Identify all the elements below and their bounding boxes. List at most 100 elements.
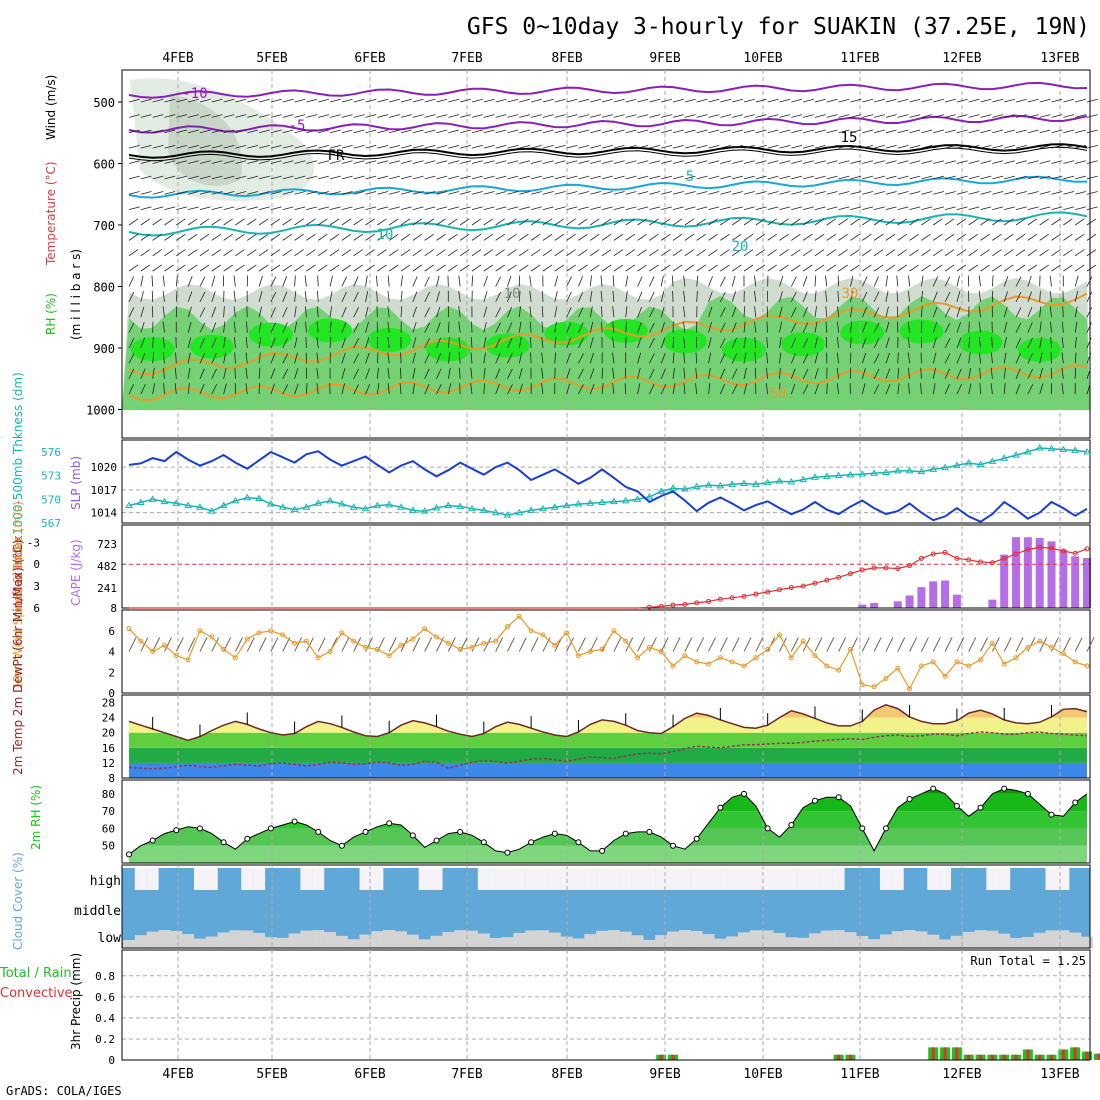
wind-barb — [672, 129, 684, 134]
wind-barb — [932, 291, 938, 303]
wind-barb — [791, 264, 801, 272]
wind-barb — [696, 145, 708, 149]
wind-barb — [1015, 276, 1022, 287]
wind-barb — [696, 275, 699, 287]
lifted-index-point — [942, 550, 948, 556]
wind-barb — [578, 337, 584, 349]
wind-barb — [779, 321, 783, 333]
wind-barb — [424, 160, 436, 164]
wind-barb — [187, 276, 193, 287]
wind-barb — [921, 290, 923, 302]
wind-barb — [803, 175, 814, 180]
wind-barb — [531, 160, 542, 164]
wind-barb — [660, 218, 671, 226]
wind-barb — [907, 290, 910, 302]
cloud-low-bar — [702, 934, 715, 948]
wind-barb — [1015, 368, 1021, 379]
wind-barb — [531, 206, 542, 211]
wind-barb — [162, 337, 165, 349]
wind-barb — [637, 233, 647, 241]
thickness-point — [136, 498, 145, 505]
wind-barb — [862, 191, 874, 195]
wind-speed-point — [398, 642, 404, 648]
wind-barb — [412, 383, 416, 395]
wind-barb — [779, 160, 791, 164]
wind-barb — [436, 353, 442, 364]
surface-wind-barb — [388, 637, 397, 652]
wind-barb — [720, 322, 726, 333]
wind-barb — [304, 275, 307, 287]
wind-barb — [968, 98, 980, 103]
wind-barb — [1015, 160, 1027, 164]
cloud-high-gap — [253, 868, 266, 890]
surface-wind-barb — [128, 637, 137, 652]
wind-barb — [695, 352, 698, 364]
wind-barb — [909, 145, 921, 149]
wind-barb — [909, 129, 921, 134]
wind-barb — [471, 114, 483, 118]
wind-barb — [649, 233, 659, 241]
wind-barb — [601, 367, 604, 379]
wind-barb — [885, 98, 897, 103]
wind-barb — [826, 264, 837, 272]
wind-barb — [270, 264, 281, 272]
wind-barb — [1004, 160, 1015, 164]
wind-barb — [731, 275, 736, 287]
wind-barb — [187, 233, 198, 241]
thickness-point — [562, 501, 571, 509]
wind-barb — [968, 218, 979, 226]
wind-barb — [826, 145, 838, 149]
wind-barb — [436, 114, 448, 118]
contour-label: -5 — [289, 118, 306, 134]
wind-barb — [613, 233, 624, 241]
wind-barb — [282, 307, 288, 318]
wind-barb — [306, 114, 318, 118]
wind-barb — [176, 175, 188, 180]
wind-barb — [519, 114, 531, 118]
wind-speed-point — [1072, 659, 1078, 665]
thickness-point — [503, 511, 512, 518]
wind-barb — [519, 233, 529, 241]
precip-convective-bar — [967, 1054, 971, 1060]
wind-barb — [1051, 175, 1063, 180]
wind-barb — [956, 249, 967, 257]
humidity-point — [741, 790, 748, 797]
ylabel-temp: Temperature (°C) — [44, 161, 58, 266]
wind-barb — [802, 307, 808, 318]
wind-barb — [566, 98, 578, 103]
wind-barb — [1015, 307, 1022, 318]
wind-barb — [814, 249, 825, 257]
wind-barb — [578, 160, 590, 164]
wind-speed-point — [918, 663, 924, 669]
wind-barb — [921, 275, 924, 287]
wind-barb — [1039, 290, 1041, 302]
wind-barb — [850, 129, 862, 134]
humidity-point — [149, 837, 156, 844]
wind-barb — [341, 249, 352, 257]
wind-barb — [554, 145, 566, 149]
wind-barb — [874, 114, 885, 118]
rh-shading-90 — [189, 334, 234, 359]
wind-barb — [376, 352, 379, 364]
wind-barb — [436, 191, 448, 195]
wind-barb — [885, 175, 897, 180]
wind-barb — [708, 291, 713, 303]
wind-barb — [507, 291, 512, 303]
wind-barb — [850, 145, 862, 149]
wind-barb — [1039, 306, 1042, 318]
thickness-point — [893, 466, 902, 474]
wind-barb — [199, 353, 205, 364]
wind-barb — [377, 191, 389, 195]
wind-barb — [554, 191, 566, 195]
surface-wind-barb — [1015, 637, 1024, 652]
wind-barb — [672, 160, 684, 164]
humidity-panel — [121, 779, 1091, 864]
wind-barb — [519, 264, 529, 272]
wind-barb — [885, 275, 889, 287]
wind-barb — [375, 275, 378, 287]
wind-barb — [708, 175, 720, 180]
wind-barb — [637, 160, 649, 164]
wind-speed-point — [1037, 638, 1043, 644]
wind-barb — [140, 306, 145, 318]
cloud-low-bar — [312, 930, 325, 948]
